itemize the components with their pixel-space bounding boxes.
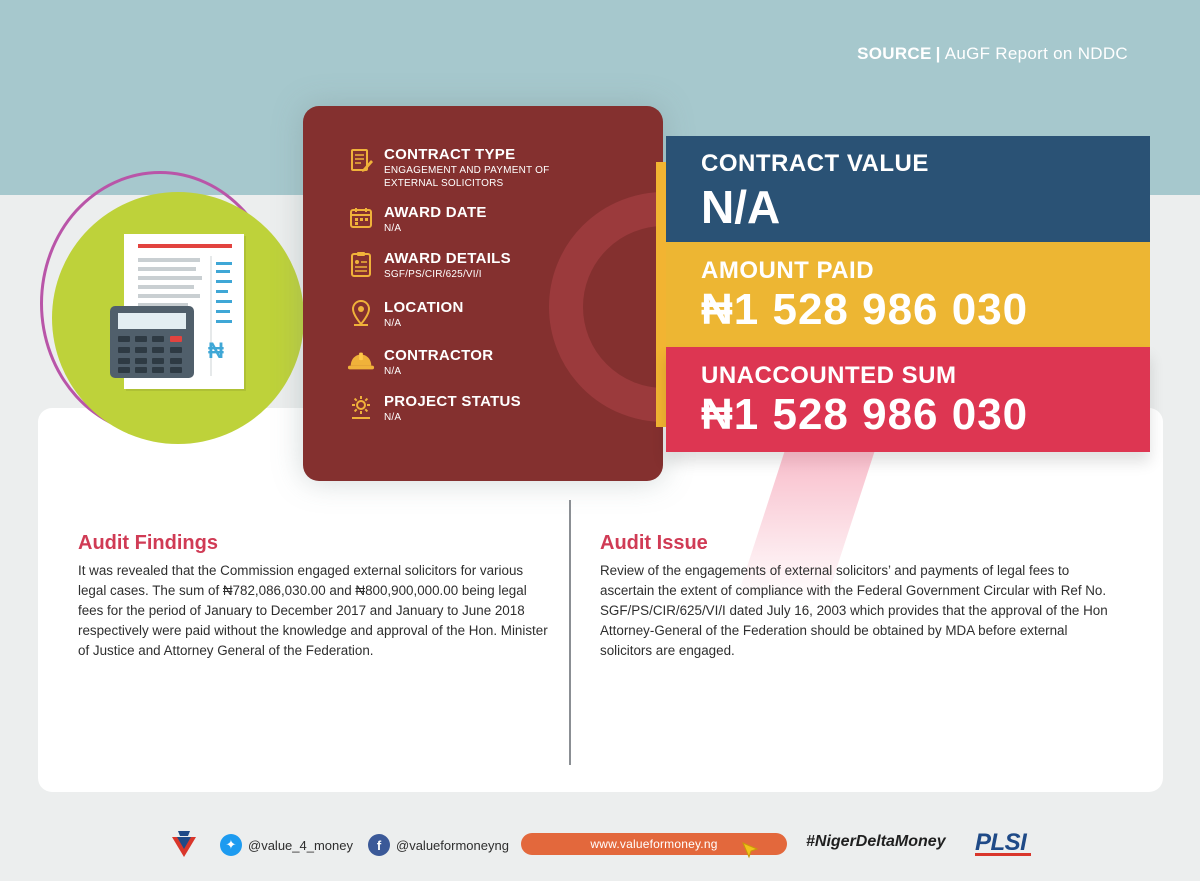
source-line: SOURCE | AuGF Report on NDDC (857, 44, 1128, 64)
clipboard-icon (347, 250, 375, 278)
unaccounted-sum-band: UNACCOUNTED SUM ₦1 528 986 030 (666, 347, 1150, 452)
contractor-value: N/A (384, 366, 402, 377)
accent-strip (656, 162, 666, 427)
hashtag: #NigerDeltaMoney (806, 833, 946, 850)
contractor-item: CONTRACTOR N/A (347, 347, 493, 378)
contract-value: N/A (701, 181, 781, 233)
source-value: AuGF Report on NDDC (944, 44, 1128, 63)
award-details-label: AWARD DETAILS (384, 250, 511, 267)
twitter-icon: ✦ (220, 834, 242, 856)
website-link[interactable]: www.valueformoney.ng (521, 833, 787, 855)
unaccounted-sum-label: UNACCOUNTED SUM (701, 362, 957, 389)
award-details-value: SGF/PS/CIR/625/VI/I (384, 269, 482, 280)
twitter-handle-text: @value_4_money (248, 837, 353, 853)
award-date-item: AWARD DATE N/A (347, 204, 487, 235)
amount-paid-label: AMOUNT PAID (701, 257, 875, 284)
document-pen-icon (347, 146, 375, 174)
award-details-item: AWARD DETAILS SGF/PS/CIR/625/VI/I (347, 250, 511, 281)
location-pin-icon (347, 299, 375, 327)
amount-paid-value: ₦1 528 986 030 (701, 285, 1029, 334)
calendar-icon (347, 204, 375, 232)
location-label: LOCATION (384, 299, 464, 316)
contract-type-item: CONTRACT TYPE ENGAGEMENT AND PAYMENT OF … (347, 146, 574, 190)
award-date-value: N/A (384, 223, 402, 234)
contract-value-label: CONTRACT VALUE (701, 150, 929, 177)
hard-hat-icon (347, 347, 375, 375)
location-value: N/A (384, 318, 402, 329)
naira-symbol: ₦ (208, 338, 224, 363)
unaccounted-sum-value: ₦1 528 986 030 (701, 390, 1029, 439)
audit-issue-title: Audit Issue (600, 532, 708, 554)
audit-findings-text: It was revealed that the Commission enga… (78, 563, 548, 658)
award-date-label: AWARD DATE (384, 204, 487, 221)
contract-info-card: CONTRACT TYPE ENGAGEMENT AND PAYMENT OF … (303, 106, 663, 481)
contractor-label: CONTRACTOR (384, 347, 494, 364)
value-for-money-logo (170, 829, 198, 859)
calculator-icon (110, 306, 194, 378)
facebook-handle-text: @valueformoneyng (396, 837, 509, 853)
project-status-item: PROJECT STATUS N/A (347, 393, 521, 424)
contract-value-band: CONTRACT VALUE N/A (666, 136, 1150, 242)
project-status-value: N/A (384, 412, 402, 423)
contract-type-value: ENGAGEMENT AND PAYMENT OF EXTERNAL SOLIC… (384, 165, 550, 189)
source-label: SOURCE (857, 44, 932, 63)
contract-type-label: CONTRACT TYPE (384, 146, 516, 163)
cursor-star-icon (742, 842, 760, 865)
plsi-logo: PLSI (975, 829, 1027, 856)
amount-paid-band: AMOUNT PAID ₦1 528 986 030 (666, 242, 1150, 347)
project-status-label: PROJECT STATUS (384, 393, 521, 410)
facebook-icon: f (368, 834, 390, 856)
audit-findings-title: Audit Findings (78, 532, 218, 554)
location-item: LOCATION N/A (347, 299, 464, 330)
source-separator: | (935, 44, 941, 63)
facebook-handle[interactable]: f @valueformoneyng (368, 834, 509, 856)
magnifier-watermark (549, 192, 663, 422)
audit-issue-text: Review of the engagements of external so… (600, 563, 1108, 658)
plsi-logo-underline (975, 853, 1031, 856)
gear-icon (347, 393, 375, 421)
column-divider (569, 500, 571, 765)
twitter-handle[interactable]: ✦ @value_4_money (220, 834, 353, 856)
